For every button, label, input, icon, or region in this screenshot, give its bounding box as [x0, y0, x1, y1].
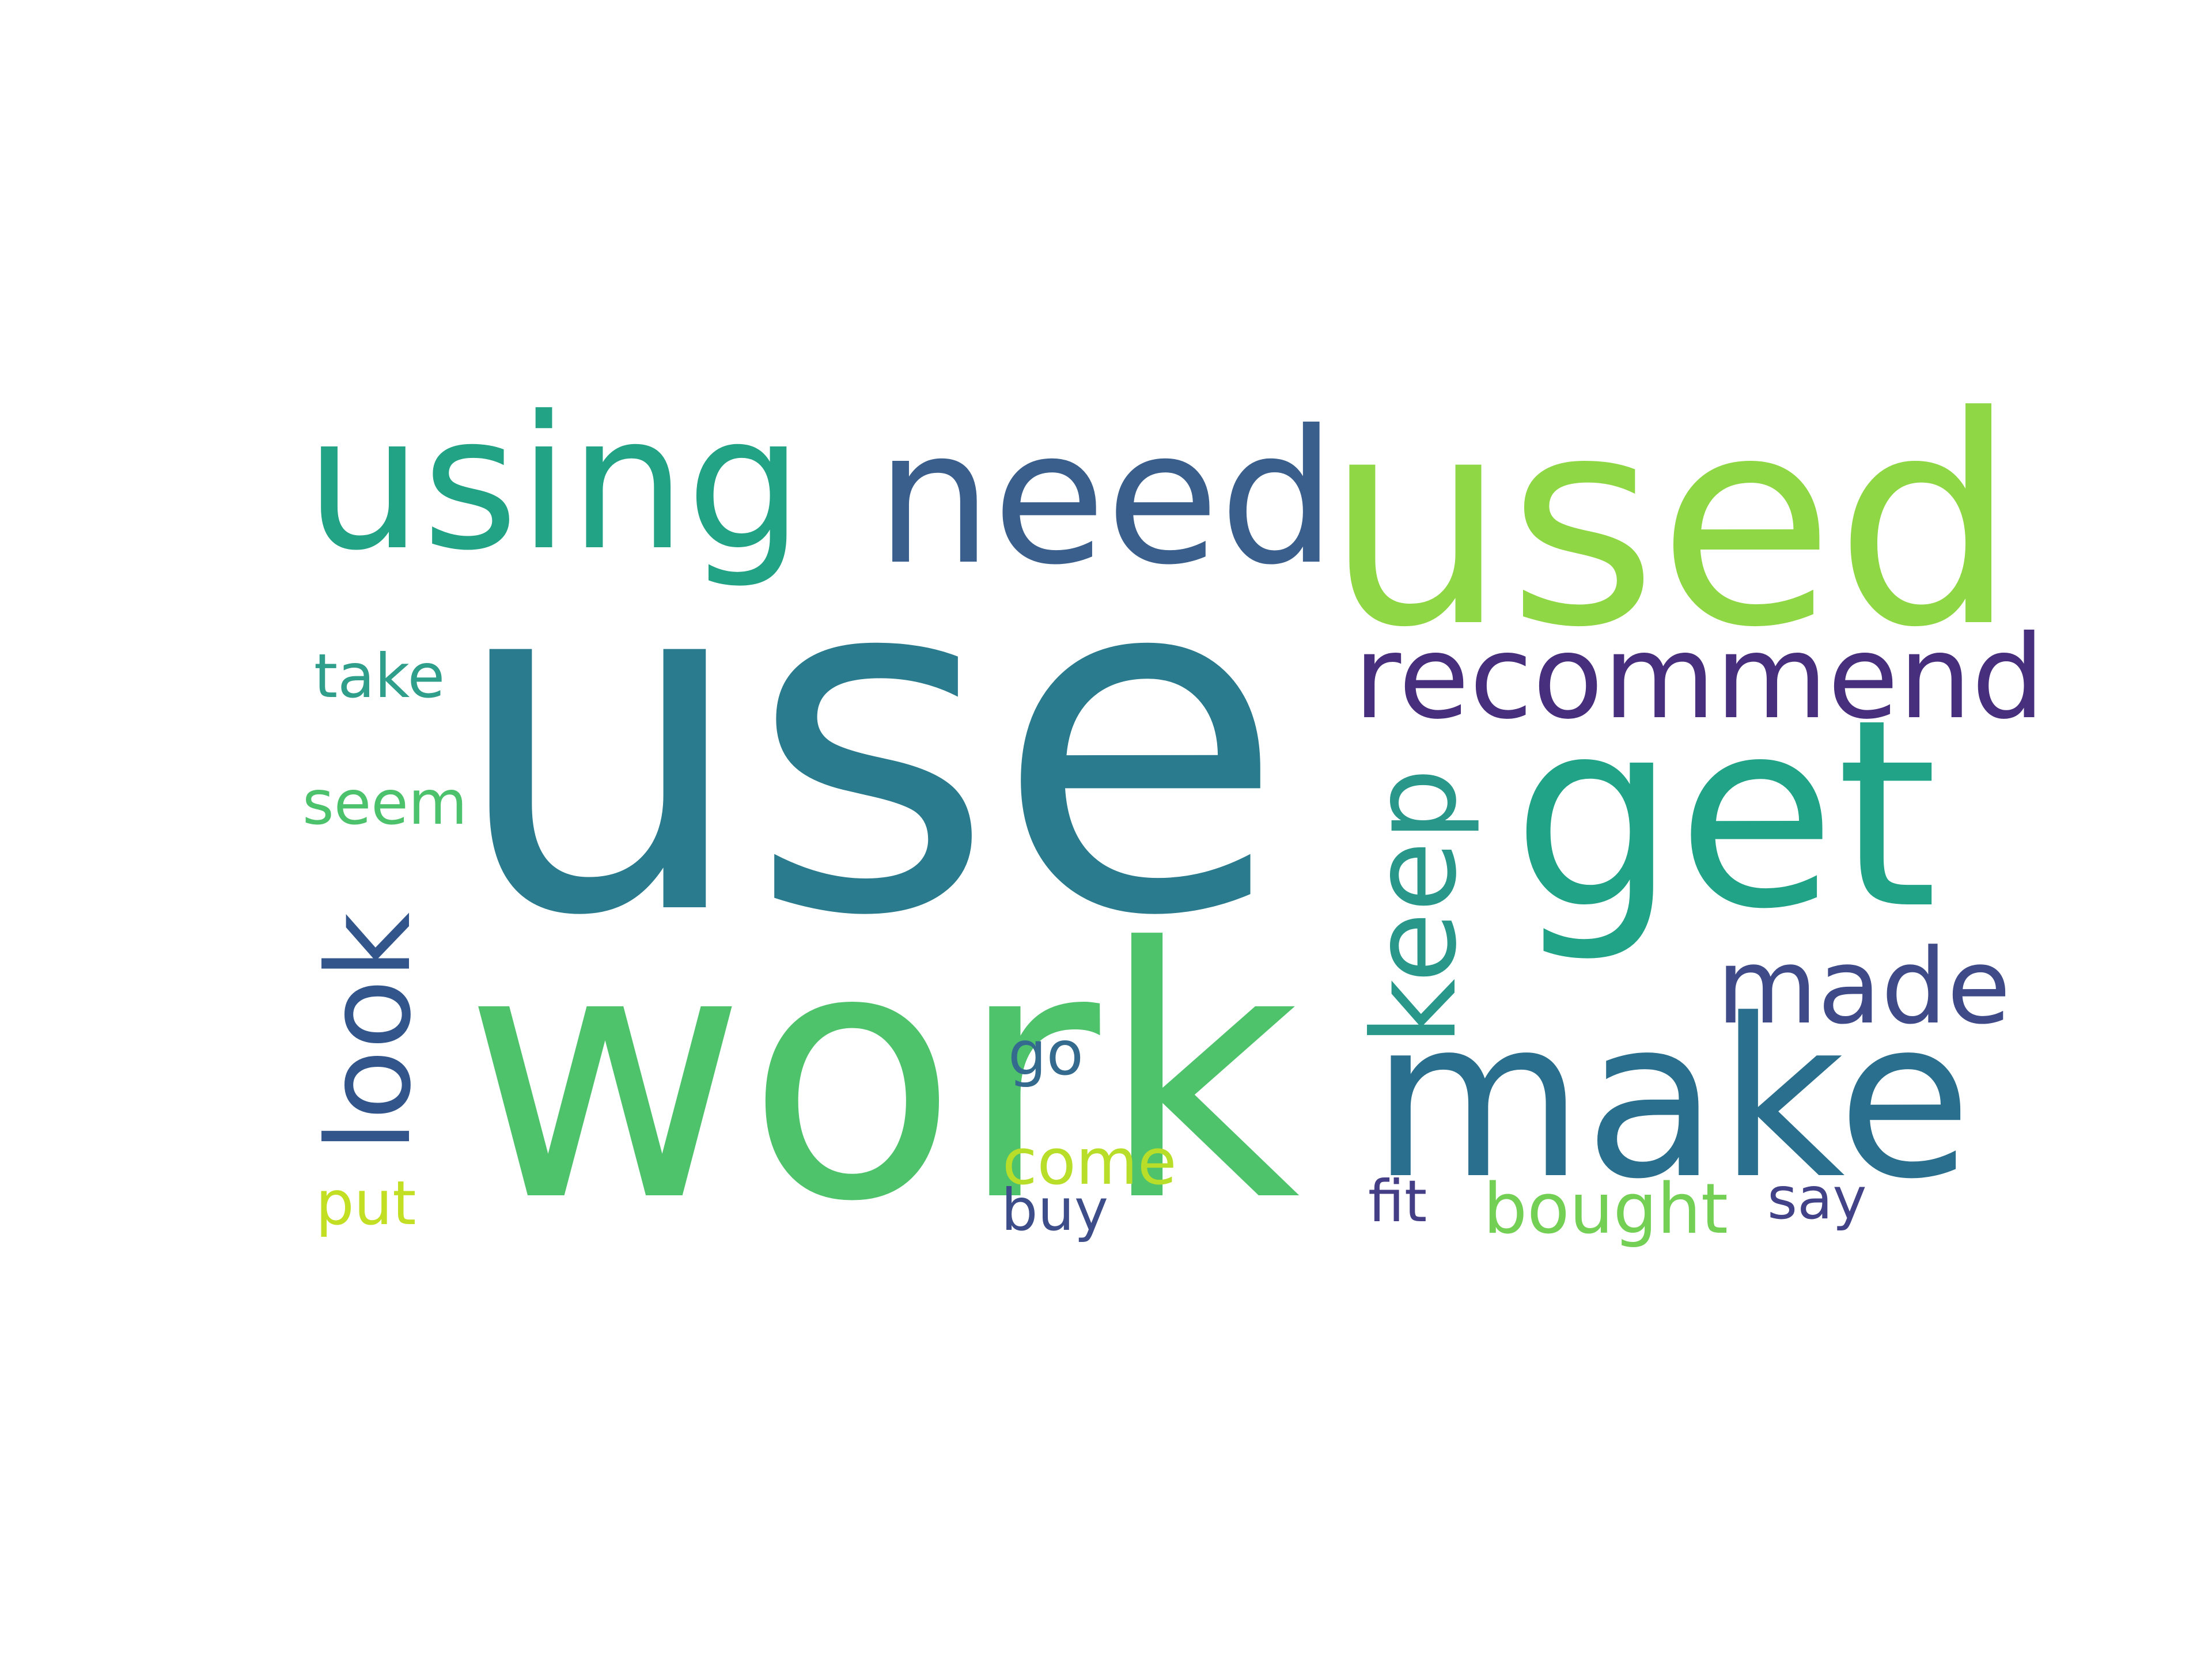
word-made: made: [1717, 927, 2011, 1047]
word-make: make: [1371, 972, 1972, 1227]
word-come: come: [1002, 1125, 1177, 1199]
word-get: get: [1512, 664, 1938, 966]
word-take: take: [314, 641, 445, 711]
word-fit: fit: [1368, 1168, 1427, 1235]
word-used: used: [1325, 355, 2017, 690]
word-buy: buy: [1001, 1176, 1108, 1244]
word-seem: seem: [302, 768, 467, 838]
word-keep: keep: [1348, 768, 1482, 1046]
word-use: use: [449, 469, 1285, 1019]
word-say: say: [1767, 1165, 1867, 1232]
word-recommend: recommend: [1354, 611, 2045, 745]
word-go: go: [1008, 1018, 1084, 1089]
word-bought: bought: [1483, 1169, 1728, 1249]
word-using: using: [305, 377, 803, 591]
word-work: work: [464, 874, 1300, 1277]
word-look: look: [302, 912, 437, 1152]
word-put: put: [316, 1168, 416, 1238]
word-need: need: [876, 391, 1336, 605]
